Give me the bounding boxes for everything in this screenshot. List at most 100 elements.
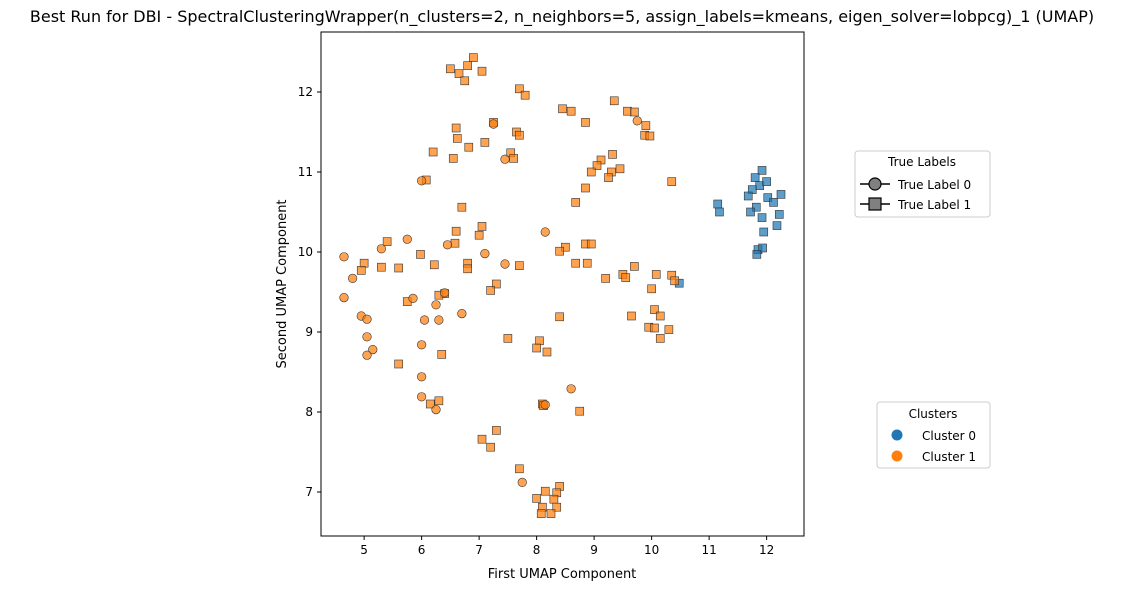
x-tick-label: 6: [418, 543, 426, 557]
cluster-0-swatch-icon: [891, 429, 903, 441]
y-tick-label: 12: [298, 85, 313, 99]
data-point-square: [377, 262, 386, 272]
data-point-square: [425, 399, 435, 409]
x-axis-ticks: 5 6 7 8 9 10 11 12: [360, 536, 774, 557]
plot-frame: [320, 31, 805, 537]
data-point-square: [630, 262, 639, 271]
data-point-square: [359, 258, 369, 268]
data-point-square: [743, 191, 753, 201]
data-point-square: [532, 343, 541, 353]
data-point-square: [750, 173, 760, 182]
data-point-square: [477, 222, 487, 231]
data-point-square: [581, 183, 590, 193]
data-point-square: [486, 286, 495, 295]
data-point-circle: [480, 249, 490, 259]
data-point-circle: [362, 314, 372, 324]
circle-marker-icon: [868, 177, 882, 191]
data-point-circle: [402, 234, 412, 244]
data-point-square: [486, 442, 495, 452]
data-point-square: [448, 154, 458, 163]
data-point-square: [758, 243, 767, 253]
data-point-square: [356, 266, 366, 275]
data-point-square: [540, 486, 550, 496]
data-point-circle: [442, 240, 453, 250]
x-tick-label: 9: [590, 543, 598, 557]
data-point-square: [655, 334, 665, 343]
data-point-square: [542, 347, 552, 357]
data-point-square: [454, 69, 464, 78]
data-point-square: [492, 279, 501, 289]
x-tick-label: 5: [360, 543, 368, 557]
data-point-square: [464, 142, 474, 152]
legend-true-labels: True Labels True Label 0 True Label 1: [854, 150, 991, 218]
data-point-square: [575, 406, 585, 416]
data-point-circle: [417, 372, 427, 382]
data-point-square: [762, 177, 771, 186]
data-point-square: [549, 494, 559, 504]
data-point-square: [751, 202, 761, 212]
data-point-square: [457, 202, 467, 212]
data-point-square: [571, 258, 581, 268]
data-point-square: [621, 273, 631, 282]
data-point-square: [566, 106, 576, 116]
data-point-circle: [500, 259, 510, 269]
x-axis-label: First UMAP Component: [488, 567, 637, 582]
data-point-circle: [376, 244, 386, 254]
data-point-circle: [540, 400, 550, 410]
data-point-square: [480, 138, 490, 147]
data-point-circle: [417, 340, 427, 350]
data-point-circle: [540, 227, 550, 237]
data-point-circle: [632, 116, 642, 126]
data-point-circle: [362, 350, 372, 360]
data-point-circle: [517, 477, 527, 488]
legend-clusters: Clusters Cluster 0 Cluster 1: [876, 401, 991, 469]
data-point-square: [604, 173, 613, 182]
data-point-square: [647, 284, 656, 294]
y-tick-label: 9: [305, 325, 313, 339]
x-tick-label: 12: [759, 543, 774, 557]
data-point-circle: [566, 384, 576, 394]
data-point-square: [460, 76, 470, 86]
data-point-square: [757, 213, 767, 222]
data-point-square: [667, 177, 677, 186]
data-point-square: [532, 494, 541, 503]
legend-entry-label: Cluster 0: [922, 429, 976, 443]
y-axis-label: Second UMAP Component: [275, 199, 290, 368]
data-point-square: [630, 107, 639, 117]
data-point-square: [608, 150, 617, 159]
x-tick-label: 10: [644, 543, 659, 557]
data-point-circle: [419, 315, 430, 325]
data-point-square: [416, 250, 425, 259]
data-point-square: [772, 221, 782, 230]
data-point-square: [536, 509, 546, 518]
data-point-circle: [457, 309, 467, 319]
y-axis-ticks: 7 8 9 10 11 12: [298, 85, 321, 499]
data-point-square: [715, 207, 724, 217]
data-point-square: [650, 323, 659, 333]
data-point-square: [503, 334, 513, 343]
data-point-square: [474, 230, 484, 240]
legend-entry-label: True Label 0: [897, 178, 971, 192]
data-point-square: [555, 246, 564, 256]
data-point-square: [586, 239, 596, 249]
data-point-square: [757, 166, 767, 175]
data-point-square: [452, 134, 462, 143]
data-point-circle: [348, 273, 358, 284]
data-point-circle: [431, 300, 441, 310]
data-point-square: [759, 227, 769, 237]
data-point-circle: [431, 405, 441, 415]
data-point-circle: [339, 293, 349, 303]
legend-box: [854, 150, 991, 218]
data-point-square: [571, 198, 581, 207]
data-point-square: [477, 434, 487, 444]
chart-title: Best Run for DBI - SpectralClusteringWra…: [30, 7, 1094, 27]
data-point-square: [615, 164, 625, 174]
data-point-square: [650, 305, 659, 314]
data-point-square: [515, 464, 524, 474]
y-tick-label: 8: [305, 405, 313, 419]
data-point-square: [451, 226, 461, 236]
data-point-square: [450, 238, 460, 248]
data-point-circle: [368, 345, 378, 355]
data-point-square: [451, 123, 461, 133]
